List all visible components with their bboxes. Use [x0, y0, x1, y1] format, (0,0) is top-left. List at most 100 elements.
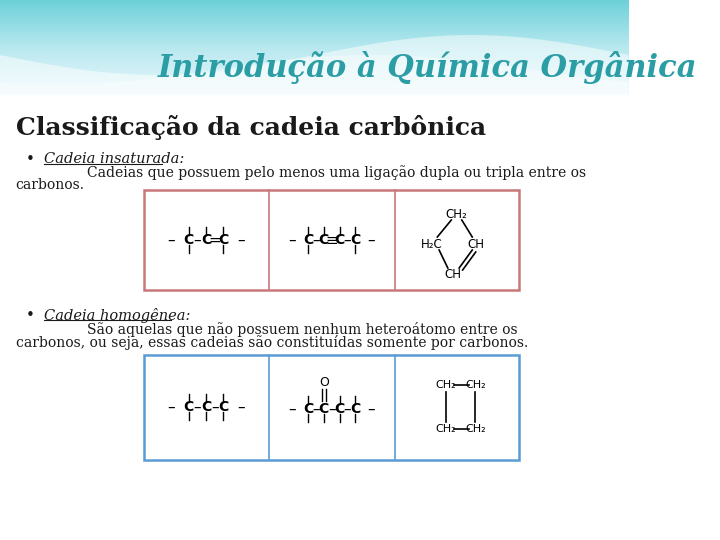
- Text: CH: CH: [467, 238, 485, 251]
- Bar: [0, 9, 629, 10]
- Text: CH: CH: [444, 267, 462, 280]
- Bar: [0, 44, 629, 45]
- Bar: [0, 37, 629, 38]
- Text: –: –: [237, 233, 245, 247]
- Text: O: O: [319, 376, 329, 389]
- Text: –: –: [167, 233, 175, 247]
- Bar: [0, 82, 629, 83]
- Text: C: C: [334, 402, 345, 416]
- Text: Cadeias que possuem pelo menos uma ligação dupla ou tripla entre os: Cadeias que possuem pelo menos uma ligaç…: [87, 165, 586, 180]
- Bar: [0, 19, 629, 20]
- Bar: [0, 54, 629, 55]
- Bar: [0, 60, 629, 61]
- Text: carbonos.: carbonos.: [16, 178, 85, 192]
- Bar: [0, 33, 629, 34]
- Text: •: •: [26, 152, 35, 167]
- Text: Classificação da cadeia carbônica: Classificação da cadeia carbônica: [16, 115, 486, 140]
- Bar: [0, 23, 629, 24]
- Bar: [0, 38, 629, 39]
- Bar: [0, 22, 629, 23]
- Polygon shape: [0, 35, 629, 95]
- Bar: [0, 94, 629, 95]
- Bar: [0, 3, 629, 4]
- Bar: [0, 8, 629, 9]
- Bar: [0, 2, 629, 3]
- Text: ≡: ≡: [325, 233, 338, 247]
- Bar: [0, 15, 629, 16]
- Text: –: –: [289, 402, 296, 416]
- Bar: [144, 355, 519, 460]
- Text: C: C: [201, 400, 211, 414]
- Bar: [0, 64, 629, 65]
- Bar: [0, 14, 629, 15]
- Bar: [0, 50, 629, 51]
- Bar: [0, 4, 629, 5]
- Bar: [0, 58, 629, 59]
- Bar: [0, 6, 629, 7]
- Bar: [0, 49, 629, 50]
- Text: C: C: [334, 233, 345, 247]
- Bar: [0, 77, 629, 78]
- Bar: [0, 87, 629, 88]
- Text: CH₂: CH₂: [436, 380, 456, 390]
- Bar: [0, 66, 629, 67]
- Text: –: –: [289, 233, 296, 247]
- Bar: [0, 88, 629, 89]
- Bar: [0, 70, 629, 71]
- Text: C: C: [350, 233, 361, 247]
- Text: C: C: [319, 402, 329, 416]
- Bar: [0, 75, 629, 76]
- Text: –: –: [367, 233, 375, 247]
- Text: C: C: [303, 233, 313, 247]
- Bar: [0, 79, 629, 80]
- Text: CH₂: CH₂: [446, 207, 467, 220]
- Bar: [0, 71, 629, 72]
- Text: carbonos, ou seja, essas cadeias são constituídas somente por carbonos.: carbonos, ou seja, essas cadeias são con…: [16, 335, 528, 350]
- Bar: [0, 27, 629, 28]
- Bar: [0, 30, 629, 31]
- Bar: [0, 80, 629, 81]
- Bar: [0, 18, 629, 19]
- Bar: [0, 72, 629, 73]
- Text: –: –: [211, 400, 219, 415]
- Bar: [0, 31, 629, 32]
- Bar: [0, 34, 629, 35]
- Text: Introdução à Química Orgânica: Introdução à Química Orgânica: [158, 51, 698, 84]
- Text: –: –: [343, 402, 351, 416]
- Bar: [0, 26, 629, 27]
- Bar: [0, 85, 629, 86]
- Text: •: •: [26, 308, 35, 323]
- Text: –: –: [328, 402, 336, 416]
- Bar: [0, 7, 629, 8]
- Bar: [0, 83, 629, 84]
- Bar: [0, 53, 629, 54]
- Bar: [0, 52, 629, 53]
- Bar: [0, 84, 629, 85]
- Bar: [0, 65, 629, 66]
- Text: C: C: [184, 400, 194, 414]
- Bar: [0, 62, 629, 63]
- Text: CH₂: CH₂: [436, 424, 456, 434]
- Bar: [0, 69, 629, 70]
- Bar: [0, 43, 629, 44]
- Text: –: –: [343, 233, 351, 247]
- Bar: [0, 57, 629, 58]
- Bar: [0, 56, 629, 57]
- Bar: [0, 5, 629, 6]
- Text: –: –: [194, 233, 201, 247]
- Bar: [0, 78, 629, 79]
- Text: C: C: [218, 400, 228, 414]
- Bar: [144, 190, 519, 290]
- Text: C: C: [319, 233, 329, 247]
- Bar: [0, 17, 629, 18]
- Bar: [0, 61, 629, 62]
- Text: H₂C: H₂C: [421, 238, 443, 251]
- Text: –: –: [312, 402, 320, 416]
- Bar: [0, 42, 629, 43]
- Bar: [0, 16, 629, 17]
- Bar: [0, 46, 629, 47]
- Bar: [0, 20, 629, 21]
- Bar: [0, 32, 629, 33]
- Text: C: C: [218, 233, 228, 247]
- Bar: [0, 93, 629, 94]
